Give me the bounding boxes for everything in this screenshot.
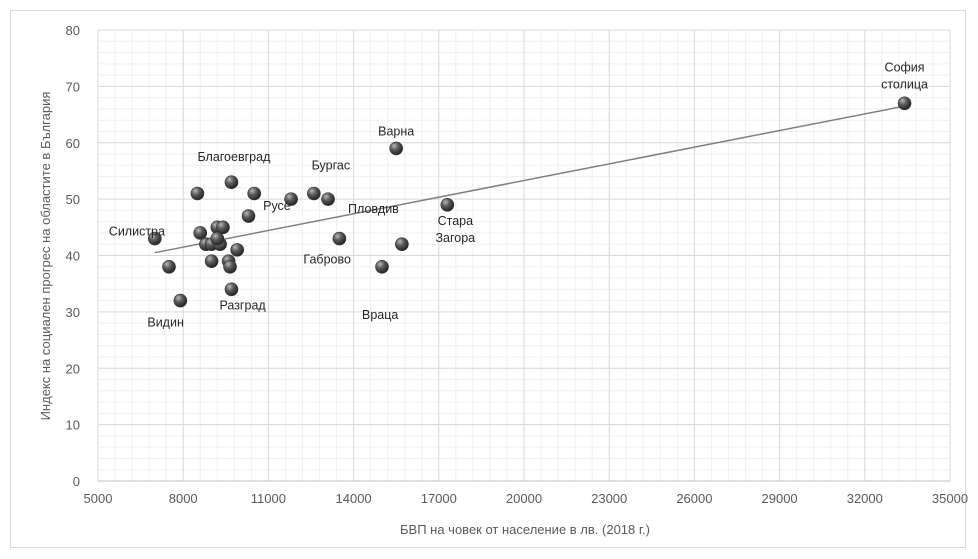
y-tick-label: 70 [66, 79, 80, 94]
x-tick-label: 17000 [421, 491, 457, 506]
data-point [241, 209, 256, 223]
x-axis-title: БВП на човек от население в лв. (2018 г.… [400, 522, 650, 537]
point-label: Видин [147, 316, 184, 330]
point-label-line: Загора [435, 231, 475, 245]
point-label: Русе [263, 199, 291, 213]
x-tick-label: 8000 [169, 491, 198, 506]
y-tick-label: 40 [66, 249, 80, 264]
point-label: Габрово [303, 253, 351, 267]
x-tick-label: 35000 [932, 491, 968, 506]
y-tick-label: 80 [66, 23, 80, 38]
y-tick-label: 20 [66, 361, 80, 376]
x-tick-label: 14000 [336, 491, 372, 506]
point-label: Варна [378, 124, 414, 138]
data-point [224, 282, 239, 297]
point-label-line: столица [881, 77, 928, 91]
data-point [216, 220, 230, 235]
data-point [247, 186, 261, 201]
point-label: Разград [219, 298, 266, 312]
point-label: Пловдив [348, 202, 399, 216]
x-tick-label: 29000 [762, 491, 798, 506]
data-point [230, 243, 244, 257]
y-tick-label: 60 [66, 136, 80, 151]
data-point [162, 259, 176, 274]
data-point [321, 192, 335, 206]
point-labels: София столица Варна Стара Загора Бургас Пловди… [109, 60, 928, 329]
data-point [210, 231, 225, 246]
x-tick-label: 23000 [591, 491, 627, 506]
point-label: Стара Загора [435, 214, 475, 245]
data-point [395, 237, 409, 252]
y-tick-label: 50 [66, 192, 80, 207]
x-tick-label: 32000 [847, 491, 883, 506]
data-point [223, 259, 237, 274]
data-point [204, 254, 219, 268]
grid-lines [97, 29, 951, 482]
data-point [389, 141, 404, 156]
data-point [224, 175, 239, 190]
data-point [897, 96, 912, 111]
data-point [193, 226, 208, 240]
trendline [154, 105, 905, 254]
point-label: Враца [362, 308, 398, 322]
x-tick-label: 5000 [84, 491, 113, 506]
data-point [148, 231, 162, 246]
point-label-line: Стара [438, 214, 474, 228]
y-tick-label: 0 [73, 474, 80, 489]
point-label: Бургас [312, 158, 350, 172]
data-point [332, 231, 347, 246]
y-tick-label: 10 [66, 418, 80, 433]
data-point [173, 293, 188, 308]
x-tick-label: 20000 [506, 491, 542, 506]
data-point [284, 192, 298, 206]
x-tick-label: 26000 [676, 491, 712, 506]
data-points [148, 96, 912, 308]
data-point [440, 197, 455, 212]
point-label-line: София [885, 60, 925, 74]
point-label: София столица [881, 60, 928, 91]
point-label: Благоевград [197, 150, 271, 164]
data-point [190, 186, 205, 201]
point-label: Силистра [109, 225, 165, 239]
data-point [375, 259, 389, 274]
trendline-group [154, 105, 905, 254]
data-point [307, 186, 321, 201]
y-tick-label: 30 [66, 305, 80, 320]
y-axis-title: Индекс на социален прогрес на областите … [38, 92, 53, 421]
axis-ticks: 5000 8000 11000 14000 17000 20000 23000 26000 29… [66, 23, 969, 506]
x-tick-label: 11000 [251, 491, 286, 506]
